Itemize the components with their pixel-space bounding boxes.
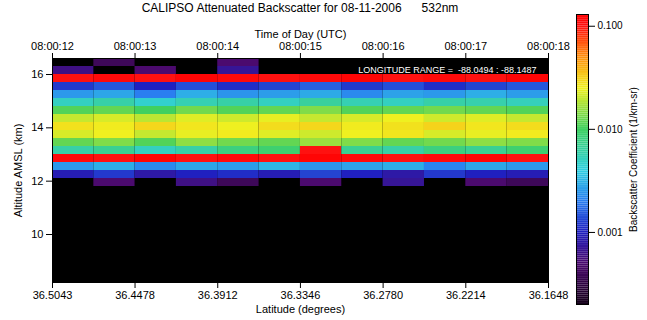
- svg-text:36.3346: 36.3346: [281, 289, 321, 301]
- svg-text:36.2214: 36.2214: [446, 289, 486, 301]
- svg-text:36.5043: 36.5043: [33, 289, 73, 301]
- svg-text:08:00:18: 08:00:18: [527, 40, 570, 52]
- svg-text:36.3912: 36.3912: [198, 289, 238, 301]
- svg-text:36.2780: 36.2780: [363, 289, 403, 301]
- svg-text:14: 14: [31, 121, 43, 133]
- svg-text:08:00:12: 08:00:12: [31, 40, 74, 52]
- svg-text:Backscatter Coefficient (1/km-: Backscatter Coefficient (1/km-sr): [628, 87, 639, 232]
- svg-text:08:00:14: 08:00:14: [196, 40, 239, 52]
- svg-text:36.4478: 36.4478: [115, 289, 155, 301]
- svg-text:12: 12: [31, 175, 43, 187]
- svg-text:Time of Day (UTC): Time of Day (UTC): [255, 28, 347, 40]
- html-text:CALIPSO Attenuated Backscatter: CALIPSO Attenuated Backscatter for 08-11…: [141, 1, 459, 15]
- svg-text:08:00:16: 08:00:16: [362, 40, 405, 52]
- svg-text:0.001: 0.001: [598, 227, 623, 238]
- svg-text:16: 16: [31, 68, 43, 80]
- svg-text:36.1648: 36.1648: [529, 289, 569, 301]
- svg-text:Latitude (degrees): Latitude (degrees): [256, 303, 345, 315]
- svg-text:10: 10: [31, 228, 43, 240]
- svg-text:0.010: 0.010: [598, 124, 623, 135]
- svg-text:08:00:13: 08:00:13: [114, 40, 157, 52]
- svg-text:Altitude AMSL (km): Altitude AMSL (km): [12, 124, 24, 218]
- svg-text:0.100: 0.100: [598, 20, 623, 31]
- svg-text:08:00:15: 08:00:15: [279, 40, 322, 52]
- svg-text:LONGITUDE RANGE = -88.0494 :: LONGITUDE RANGE = -88.0494 : -88.1487: [358, 65, 536, 75]
- svg-text:08:00:17: 08:00:17: [444, 40, 487, 52]
